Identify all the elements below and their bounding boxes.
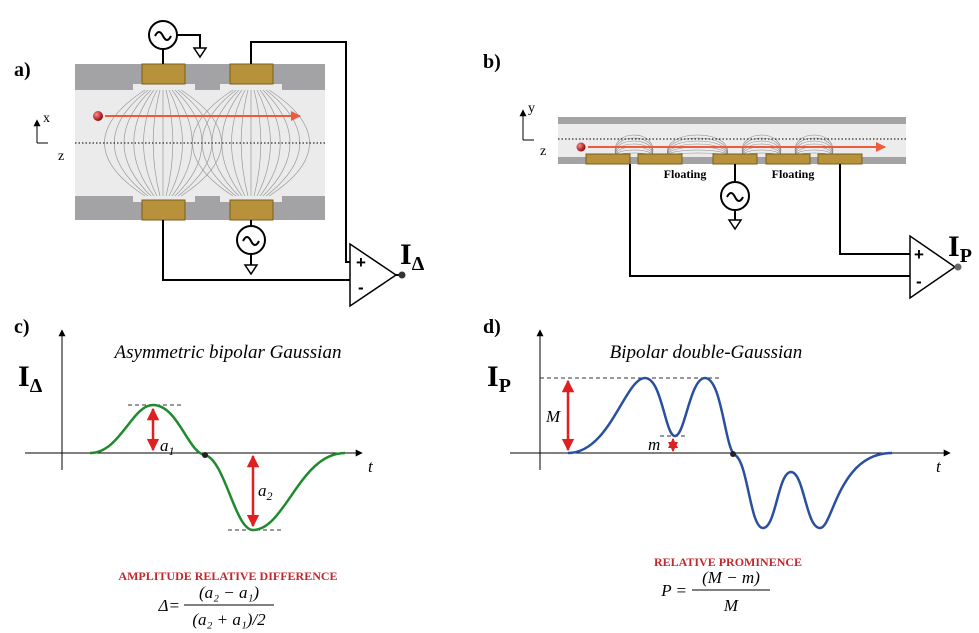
axis-label: z [58, 149, 64, 164]
panel-a: a) x z + - IΔ [14, 21, 425, 306]
notch [133, 84, 195, 92]
figure: a) x z + - IΔ b) y z Floating Floating +… [0, 0, 979, 633]
axis-label: x [43, 111, 50, 126]
formula-denominator: (a₂ + a₁)/2 [192, 610, 266, 629]
panel-label: a) [14, 59, 31, 81]
electrode [638, 154, 682, 164]
formula-lhs: P = [660, 581, 687, 600]
ground [729, 220, 741, 229]
panel-b: b) y z Floating Floating + - IP [483, 51, 972, 298]
output-label: IP [948, 230, 972, 267]
electrode [142, 64, 185, 84]
amp-minus: - [916, 272, 922, 291]
formula-numerator: (a₂ − a₁) [199, 583, 259, 602]
subscript: P [499, 375, 511, 397]
amp-minus: - [358, 278, 364, 297]
electrode [766, 154, 810, 164]
ground [245, 265, 257, 274]
electrodes [586, 154, 862, 164]
output-node [399, 272, 406, 279]
ac-source [237, 226, 265, 254]
ac-source [149, 21, 177, 49]
particle [93, 111, 103, 121]
panel-label: d) [483, 316, 501, 338]
wall-top [75, 64, 325, 90]
symbol: I [948, 230, 960, 263]
symbol: a [258, 481, 267, 500]
zero-crossing [202, 452, 208, 458]
electrode [713, 154, 757, 164]
electrode [586, 154, 630, 164]
small-m-label: m [648, 435, 660, 454]
floating-label: Floating [772, 167, 815, 181]
particle [577, 143, 586, 152]
subscript: P [960, 245, 972, 267]
electrode [818, 154, 862, 164]
subscript: 2 [267, 489, 273, 503]
subscript: Δ [412, 253, 425, 275]
axis-label: y [528, 101, 535, 116]
wall-bottom [75, 196, 325, 220]
big-m-label: M [545, 407, 561, 426]
subscript: Δ [30, 375, 43, 397]
output-label: IΔ [400, 238, 425, 275]
amplitude-label: a1 [160, 436, 175, 458]
symbol: I [18, 360, 30, 393]
symbol: I [487, 360, 499, 393]
panel-label: c) [14, 316, 30, 338]
panel-label: b) [483, 51, 501, 73]
amplitude-label: a2 [258, 481, 273, 503]
electrode [230, 200, 273, 220]
wall-top [558, 117, 906, 124]
formula-numerator: (M − m) [702, 568, 760, 587]
x-label: t [368, 457, 374, 476]
symbol: I [400, 238, 412, 271]
x-label: t [936, 457, 942, 476]
page: {"panel_a": {"label": "a)", "axis_x": "x… [0, 0, 979, 633]
metric-title: RELATIVE PROMINENCE [654, 555, 802, 569]
signal-curve [90, 405, 345, 530]
panel-c: c) IΔ t Asymmetric bipolar Gaussian a1 a… [14, 316, 374, 629]
metric-title: AMPLITUDE RELATIVE DIFFERENCE [118, 569, 337, 583]
zero-crossing [730, 451, 736, 457]
formula-denominator: M [723, 596, 739, 615]
electrode [230, 64, 273, 84]
floating-label: Floating [664, 167, 707, 181]
axis-label: z [540, 144, 546, 159]
symbol: a [160, 436, 169, 455]
formula-lhs: Δ= [158, 596, 180, 615]
plot-title: Bipolar double-Gaussian [610, 342, 803, 363]
ac-source [721, 182, 749, 210]
electrode [142, 200, 185, 220]
y-label: IΔ [18, 360, 43, 397]
amp-plus: + [914, 245, 924, 264]
panel-d: d) IP t Bipolar double-Gaussian M m RELA… [483, 316, 950, 615]
ground [194, 48, 206, 57]
subscript: 1 [169, 444, 175, 458]
plot-title: Asymmetric bipolar Gaussian [113, 342, 342, 363]
amp-plus: + [356, 253, 366, 272]
y-label: IP [487, 360, 511, 397]
